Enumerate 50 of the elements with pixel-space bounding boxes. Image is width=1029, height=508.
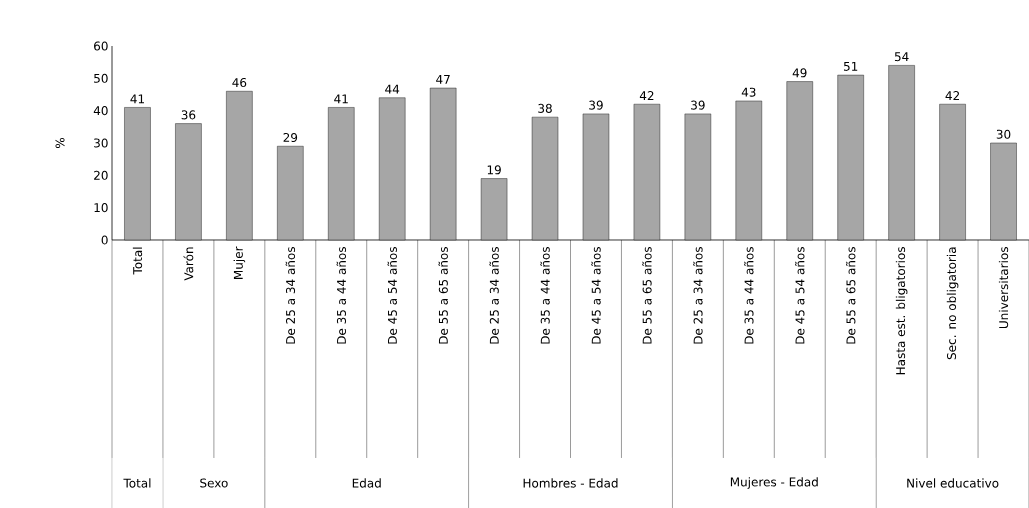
x-tick-label: Hasta est. bligatorios [895,247,908,375]
x-tick-label: De 55 a 65 años [642,247,652,344]
data-label: 41 [334,94,348,104]
data-label: 47 [436,75,450,84]
data-label: 42 [639,91,654,100]
x-tick-label: De 25 a 34 años [693,247,703,344]
data-label: 43 [741,87,756,97]
data-label: 39 [589,100,603,110]
x-tick-label: De 35 a 44 años [540,247,550,344]
text: Mujeres - Edad [730,477,818,489]
data-label: 49 [792,68,807,78]
text: Nivel educativo [907,478,999,488]
x-tick-label: De 45 a 54 años [795,247,805,344]
y-axis-title: % [55,137,65,149]
x-tick-label: De 25 a 34 años [285,247,296,344]
y-tick-label: 40 [93,106,108,116]
data-label: 54 [894,52,909,62]
x-tick-label: Universitarios [998,247,1009,329]
y-tick-label: 20 [94,170,108,180]
text: Sexo [200,478,228,488]
data-label: 41 [130,94,144,104]
x-tick-label: De 55 a 65 años [845,247,856,344]
data-label: 30 [996,129,1011,139]
data-label: 44 [385,84,400,94]
data-label: 38 [538,103,552,113]
x-tick-label: De 35 a 44 años [744,247,754,344]
data-label: 42 [945,91,960,100]
x-tick-label: De 45 a 54 años [387,247,397,344]
x-tick-label: Total [132,247,143,275]
data-label: 51 [843,61,858,71]
y-tick-label: 10 [94,203,108,213]
data-label: 39 [691,100,705,110]
x-tick-label: De 25 a 34 años [489,247,499,344]
x-tick-label: Sec. no obligatoria [946,247,959,360]
data-label: 46 [232,77,247,88]
y-tick-label: 0 [101,235,108,245]
text: Hombres - Edad [523,478,618,488]
x-tick-label: De 35 a 44 años [336,247,346,344]
text: Total [123,478,151,488]
text: Edad [352,478,381,488]
x-tick-label: Mujer [233,246,246,279]
x-tick-label: Varón [183,247,194,281]
x-tick-label: De 55 a 65 años [438,247,448,344]
data-label: 36 [181,110,196,120]
data-label: 19 [487,165,501,175]
y-tick-label: 30 [94,138,108,148]
y-tick-label: 60 [94,41,108,51]
data-label: 29 [283,132,298,143]
y-tick-label: 50 [94,73,108,83]
x-tick-label: De 45 a 54 años [591,247,601,344]
